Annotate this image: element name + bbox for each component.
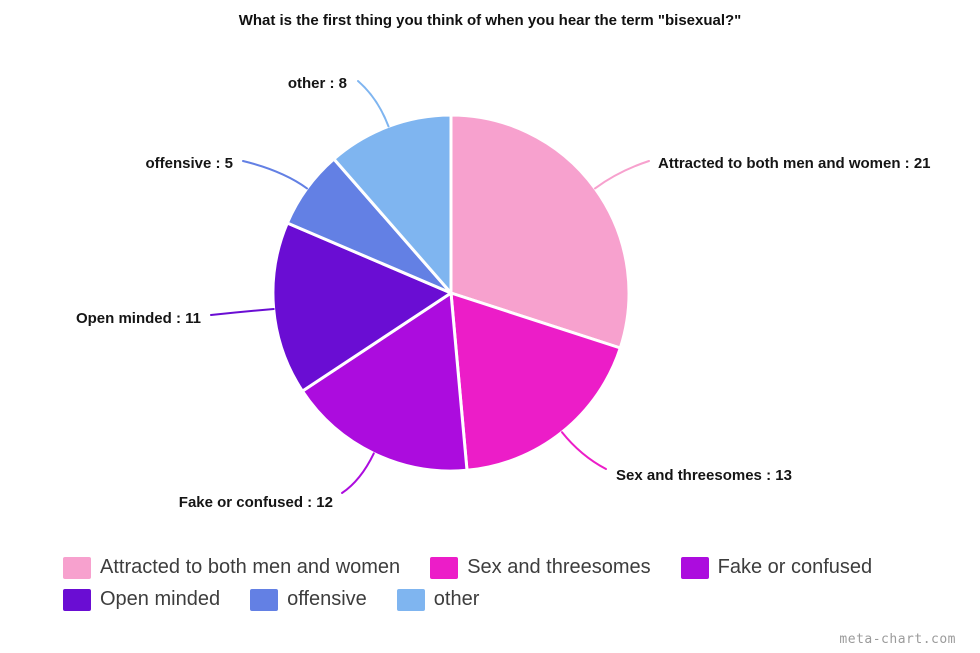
- leader-line: [242, 160, 308, 190]
- legend-label: Sex and threesomes: [467, 556, 651, 578]
- legend-label: other: [433, 588, 480, 610]
- legend-item: offensive: [250, 588, 367, 611]
- legend-swatch: [63, 588, 91, 611]
- slice-label: Open minded : 11: [76, 310, 201, 327]
- chart-legend: Attracted to both men and women Sex and t…: [63, 556, 980, 611]
- legend-label: Attracted to both men and women: [100, 556, 401, 578]
- legend-item: other: [396, 588, 480, 611]
- legend-swatch: [63, 556, 91, 579]
- legend-swatch: [396, 588, 425, 611]
- watermark: meta-chart.com: [839, 632, 956, 647]
- legend-label: offensive: [287, 588, 367, 610]
- legend-label: Open minded: [100, 588, 221, 610]
- slice-label: Attracted to both men and women : 21: [658, 155, 931, 172]
- leader-line: [561, 431, 607, 470]
- legend-label: Fake or confused: [717, 556, 873, 578]
- slice-label: other : 8: [288, 75, 347, 92]
- legend-swatch: [430, 556, 459, 579]
- leader-line: [210, 308, 275, 316]
- leader-line: [594, 160, 650, 190]
- chart-title: What is the first thing you think of whe…: [238, 12, 742, 29]
- leader-line: [357, 80, 390, 128]
- slice-label: offensive : 5: [145, 155, 233, 172]
- legend-item: Open minded: [63, 588, 220, 611]
- legend-swatch: [680, 556, 709, 579]
- legend-item: Attracted to both men and women: [63, 556, 400, 579]
- leader-line: [341, 452, 375, 494]
- slice-label: Sex and threesomes : 13: [616, 467, 792, 484]
- legend-item: Sex and threesomes: [430, 556, 651, 579]
- legend-item: Fake or confused: [680, 556, 873, 579]
- legend-swatch: [250, 588, 279, 611]
- slice-label: Fake or confused : 12: [179, 494, 333, 511]
